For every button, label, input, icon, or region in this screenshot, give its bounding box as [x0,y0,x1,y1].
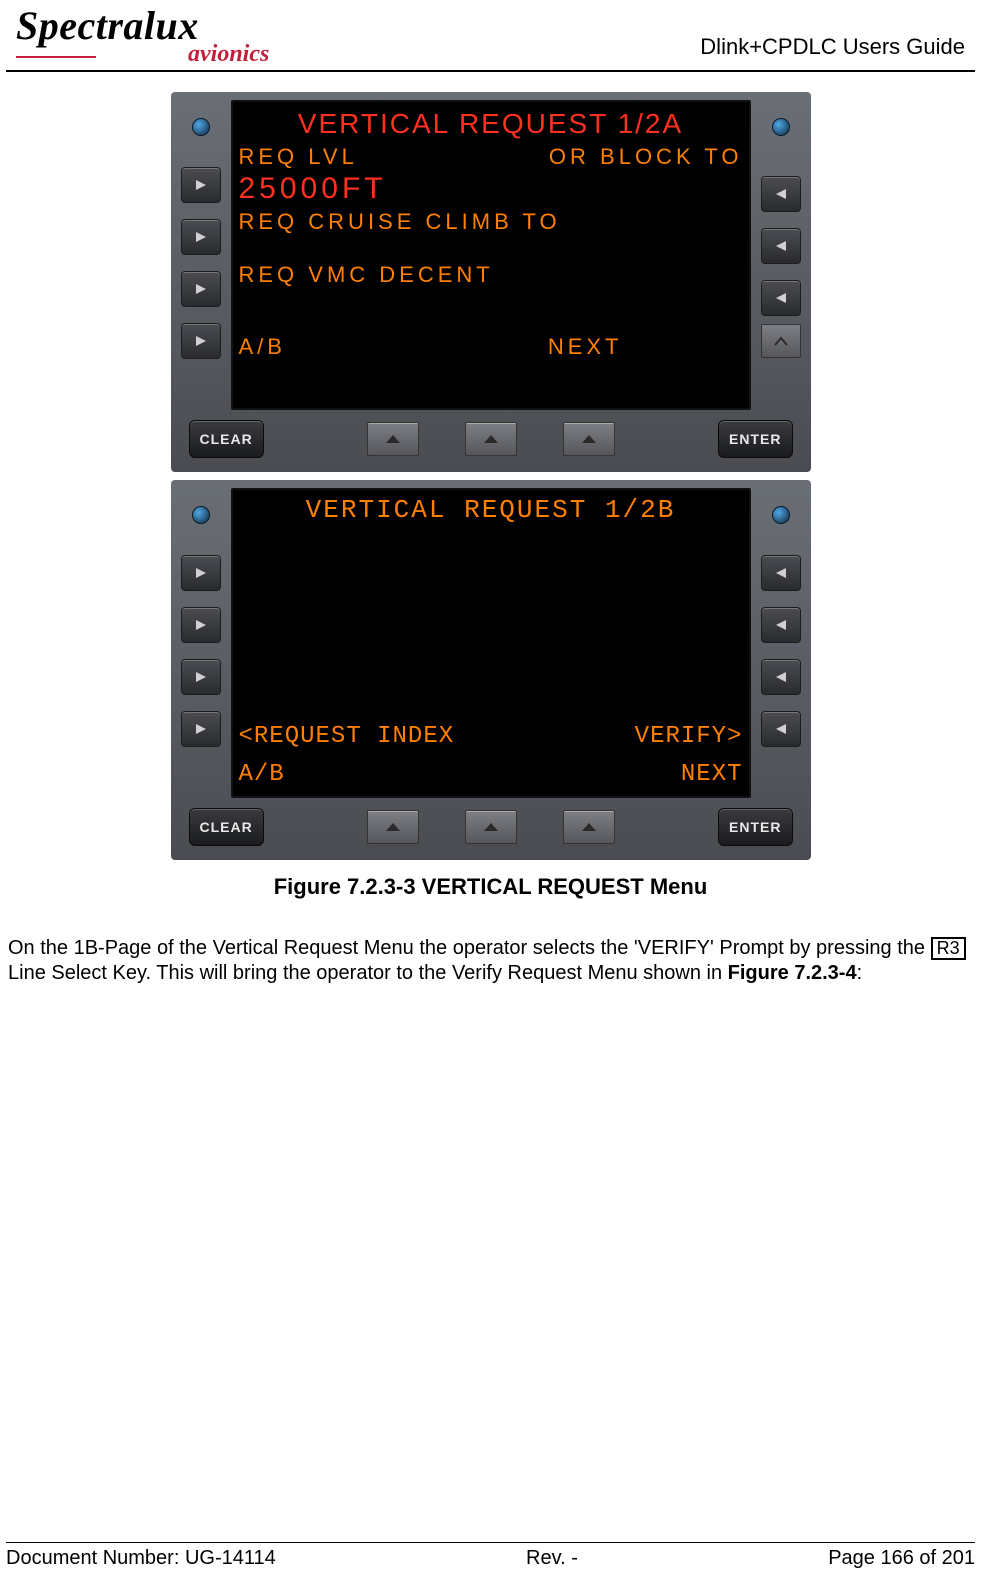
indicator-led-right [772,118,790,136]
lsk-r3[interactable] [761,280,801,316]
logo-line [16,56,96,58]
right-lsk-column-2 [751,488,811,798]
screen1-value: 25000FT [239,170,743,208]
nav2-up-2[interactable] [465,810,517,844]
nav2-up-1[interactable] [367,810,419,844]
device-panel-1: VERTICAL REQUEST 1/2A REQ LVL OR BLOCK T… [171,92,811,472]
page-footer: Document Number: UG-14114 Rev. - Page 16… [6,1542,975,1570]
lsk-r2[interactable] [761,228,801,264]
lsk-l1[interactable] [181,167,221,203]
device-panel-2: VERTICAL REQUEST 1/2B <REQUEST INDEX VER… [171,480,811,860]
screen1-bottom-left: A/B [239,333,286,361]
body-paragraph: On the 1B-Page of the Vertical Request M… [0,936,981,987]
lsk-l2[interactable] [181,219,221,255]
screen2-request-row: <REQUEST INDEX VERIFY> [239,722,743,752]
logo-main-text: Spectralux [16,3,199,48]
screen1-value-unit: FT [342,172,387,205]
left-lsk-column [171,100,231,410]
para-pre: On the 1B-Page of the Vertical Request M… [8,937,931,959]
clear-button-2[interactable]: CLEAR [189,808,264,846]
right-lsk-column [751,100,811,410]
device2-bottom-row: CLEAR ENTER [171,798,811,852]
figure-caption: Figure 7.2.3-3 VERTICAL REQUEST Menu [0,874,981,900]
key-r3: R3 [931,937,966,961]
lsk2-l4[interactable] [181,711,221,747]
clear-button[interactable]: CLEAR [189,420,264,458]
screen1-value-num: 25000 [239,172,342,205]
nav-up-3[interactable] [563,422,615,456]
screen1-bottom-right: NEXT [548,333,623,361]
para-post: : [857,962,863,984]
screen2-bottom-right: NEXT [681,760,743,790]
screen2-bottom-row: A/B NEXT [239,760,743,790]
lsk-l4[interactable] [181,323,221,359]
para-mid: Line Select Key. This will bring the ope… [8,962,728,984]
document-title: Dlink+CPDLC Users Guide [700,34,965,66]
footer-page: Page 166 of 201 [828,1547,975,1570]
enter-button-2[interactable]: ENTER [718,808,792,846]
lsk2-l2[interactable] [181,607,221,643]
screen1-row1-right: OR BLOCK TO [549,143,743,171]
nav2-up-3[interactable] [563,810,615,844]
enter-button[interactable]: ENTER [718,420,792,458]
screen2-request-index: <REQUEST INDEX [239,722,455,752]
lsk2-r2[interactable] [761,607,801,643]
scroll-up-button[interactable] [761,324,801,358]
page-header: Spectralux avionics Dlink+CPDLC Users Gu… [6,0,975,72]
nav-up-1[interactable] [367,422,419,456]
indicator-led-right-2 [772,506,790,524]
screen1-row3: REQ VMC DECENT [239,261,743,289]
logo-sub-text: avionics [188,41,269,67]
screen1-row1: REQ LVL OR BLOCK TO [239,143,743,171]
device1-bottom-row: CLEAR ENTER [171,410,811,464]
screen2-bottom-left: A/B [239,760,285,790]
footer-rev: Rev. - [526,1547,578,1570]
screen1-bottom-row: A/B NEXT [239,333,743,361]
cdu-screen-2: VERTICAL REQUEST 1/2B <REQUEST INDEX VER… [231,488,751,798]
screen2-title: VERTICAL REQUEST 1/2B [239,494,743,527]
cdu-screen-1: VERTICAL REQUEST 1/2A REQ LVL OR BLOCK T… [231,100,751,410]
lsk-l3[interactable] [181,271,221,307]
lsk2-r1[interactable] [761,555,801,591]
lsk2-l1[interactable] [181,555,221,591]
para-ref: Figure 7.2.3-4 [728,962,857,984]
screen1-row2: REQ CRUISE CLIMB TO [239,208,743,236]
nav-up-2[interactable] [465,422,517,456]
lsk-r1[interactable] [761,176,801,212]
indicator-led-left-2 [192,506,210,524]
lsk2-l3[interactable] [181,659,221,695]
indicator-led-left [192,118,210,136]
brand-logo: Spectralux avionics [16,8,269,66]
screen2-verify: VERIFY> [635,722,743,752]
screen1-row1-left: REQ LVL [239,143,358,171]
left-lsk-column-2 [171,488,231,798]
lsk2-r4[interactable] [761,711,801,747]
footer-docnum: Document Number: UG-14114 [6,1547,276,1570]
lsk2-r3[interactable] [761,659,801,695]
screen1-title: VERTICAL REQUEST 1/2A [239,106,743,141]
